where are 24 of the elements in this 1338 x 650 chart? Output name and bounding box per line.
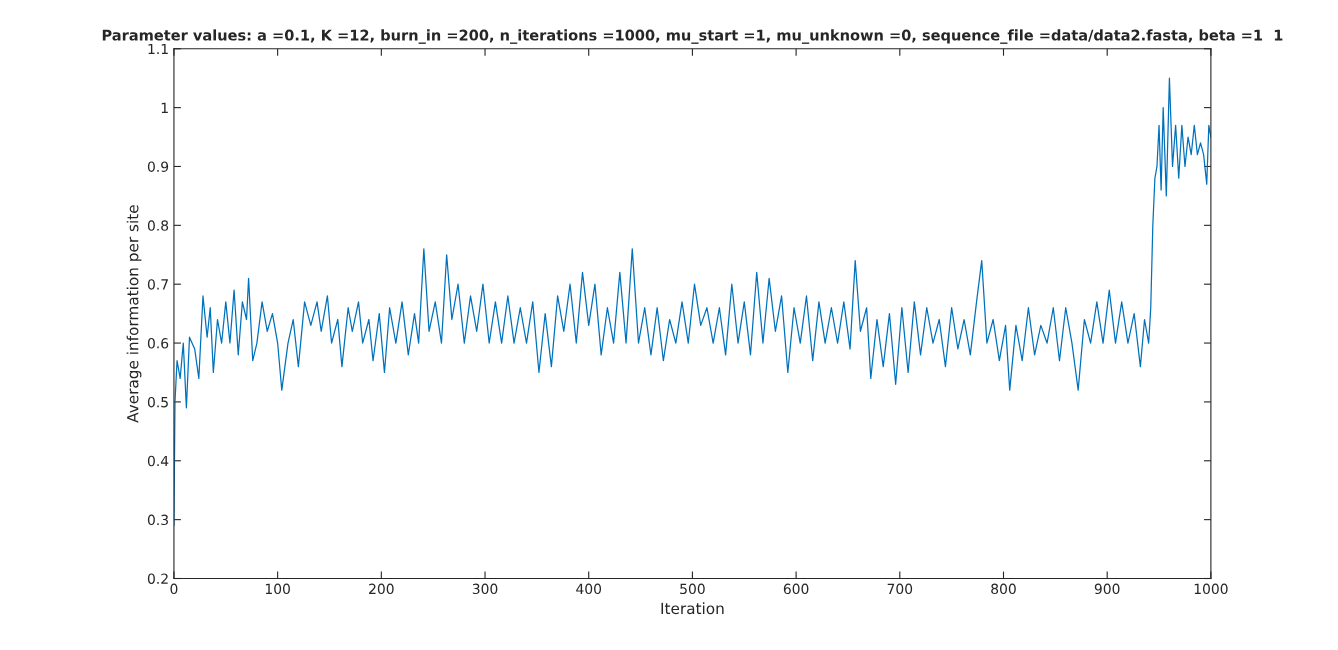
x-axis-title: Iteration <box>661 602 724 615</box>
x-tick-label: 700 <box>887 583 913 595</box>
y-axis-title: Average information per site <box>126 205 142 423</box>
y-tick-label: 0.7 <box>147 279 168 290</box>
x-tick-label: 500 <box>680 583 705 595</box>
y-tick-label: 1.1 <box>148 43 168 55</box>
y-tick-label: 0.9 <box>147 161 169 172</box>
y-tick-label: 0.5 <box>147 396 168 408</box>
x-tick-label: 800 <box>991 583 1016 595</box>
x-tick-label: 300 <box>472 583 498 595</box>
x-tick-label: 200 <box>369 583 394 595</box>
x-tick-label: 400 <box>576 583 602 595</box>
x-tick-label: 100 <box>265 583 290 595</box>
y-tick-label: 0.4 <box>147 455 169 467</box>
y-tick-label: 1 <box>161 102 168 113</box>
y-tick-label: 0.3 <box>147 514 168 526</box>
x-tick-label: 0 <box>170 583 178 595</box>
chart-title: Parameter values: a =0.1, K =12, burn_in =200, n_iterations =1000, mu_start =1, mu_unknown =0, sequence_file =data/data2.fasta, beta =1 1 <box>102 29 1283 44</box>
y-tick-label: 0.6 <box>147 338 169 349</box>
x-tick-label: 1000 <box>1194 583 1228 595</box>
y-tick-label: 0.2 <box>147 573 168 584</box>
y-tick-label: 0.8 <box>147 220 169 231</box>
x-tick-label: 600 <box>783 583 809 595</box>
x-tick-label: 900 <box>1094 583 1120 595</box>
